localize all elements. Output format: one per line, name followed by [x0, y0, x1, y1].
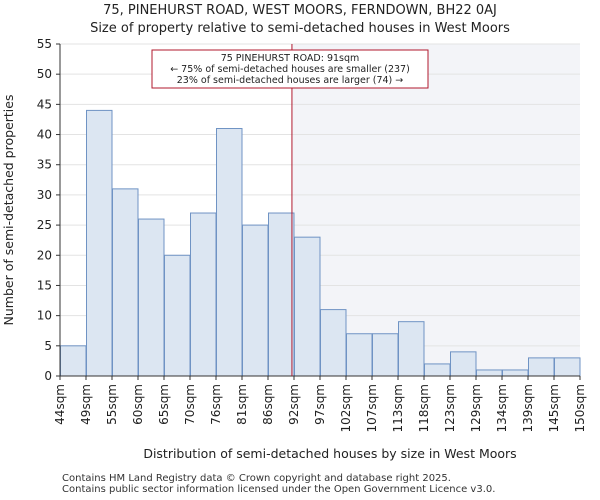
x-tick-label: 60sqm: [131, 384, 145, 425]
chart-title: 75, PINEHURST ROAD, WEST MOORS, FERNDOWN…: [103, 3, 497, 18]
annotation-line-3: 23% of semi-detached houses are larger (…: [177, 75, 404, 86]
y-tick-label: 35: [37, 158, 52, 172]
x-tick-label: 150sqm: [573, 384, 587, 432]
histogram-bar: [86, 109, 113, 377]
chart-subtitle: Size of property relative to semi-detach…: [90, 21, 510, 36]
histogram-bar: [242, 224, 269, 377]
y-tick-label: 5: [44, 339, 52, 353]
histogram-bar: [112, 188, 139, 377]
histogram-bar: [476, 369, 503, 377]
y-tick-label: 40: [37, 128, 52, 142]
y-tick-label: 25: [37, 218, 52, 232]
annotation-box: [151, 49, 429, 89]
y-tick-label: 55: [37, 37, 52, 51]
x-tick-label: 55sqm: [105, 384, 119, 425]
x-tick-label: 139sqm: [521, 384, 535, 432]
y-axis-label: Number of semi-detached properties: [1, 95, 16, 326]
x-tick-label: 81sqm: [235, 384, 249, 425]
y-tick-label: 30: [37, 188, 52, 202]
x-tick-label: 102sqm: [339, 384, 353, 432]
histogram-bar: [60, 345, 87, 377]
x-tick-label: 65sqm: [157, 384, 171, 425]
x-tick-label: 76sqm: [209, 384, 223, 425]
histogram-bar: [502, 369, 529, 377]
histogram-bar: [190, 212, 217, 377]
x-tick-label: 113sqm: [391, 384, 405, 432]
histogram-bar: [138, 218, 165, 377]
x-tick-label: 145sqm: [547, 384, 561, 432]
x-tick-label: 118sqm: [417, 384, 431, 432]
histogram-bar: [554, 357, 581, 377]
y-tick-label: 45: [37, 97, 52, 111]
y-tick-label: 50: [37, 67, 52, 81]
y-tick-label: 10: [37, 309, 52, 323]
x-tick-label: 92sqm: [287, 384, 301, 425]
x-tick-label: 44sqm: [53, 384, 67, 425]
x-tick-label: 86sqm: [261, 384, 275, 425]
footer-line-2: Contains public sector information licen…: [62, 484, 496, 495]
x-tick-label: 70sqm: [183, 384, 197, 425]
histogram-bar: [424, 363, 451, 377]
y-tick-label: 0: [44, 369, 52, 383]
x-tick-label: 107sqm: [365, 384, 379, 432]
footer-line-1: Contains HM Land Registry data © Crown c…: [62, 473, 451, 484]
x-axis-label: Distribution of semi-detached houses by …: [143, 446, 516, 461]
x-tick-label: 97sqm: [313, 384, 327, 425]
histogram-bar: [320, 309, 347, 377]
annotation-line-1: 75 PINEHURST ROAD: 91sqm: [221, 53, 360, 64]
histogram-bar: [398, 321, 425, 377]
histogram-bar: [450, 351, 477, 377]
annotation-line-2: ← 75% of semi-detached houses are smalle…: [170, 64, 410, 75]
histogram-bar: [346, 333, 373, 377]
y-tick-label: 15: [37, 278, 52, 292]
histogram-bar: [294, 236, 321, 377]
histogram-bar: [216, 128, 243, 377]
histogram-bar: [164, 254, 191, 377]
y-tick-label: 20: [37, 248, 52, 262]
x-tick-label: 134sqm: [495, 384, 509, 432]
histogram-bar: [268, 212, 295, 377]
histogram-bar: [372, 333, 399, 377]
x-tick-label: 49sqm: [79, 384, 93, 425]
x-tick-label: 123sqm: [443, 384, 457, 432]
histogram-bar: [528, 357, 555, 377]
x-tick-label: 129sqm: [469, 384, 483, 432]
